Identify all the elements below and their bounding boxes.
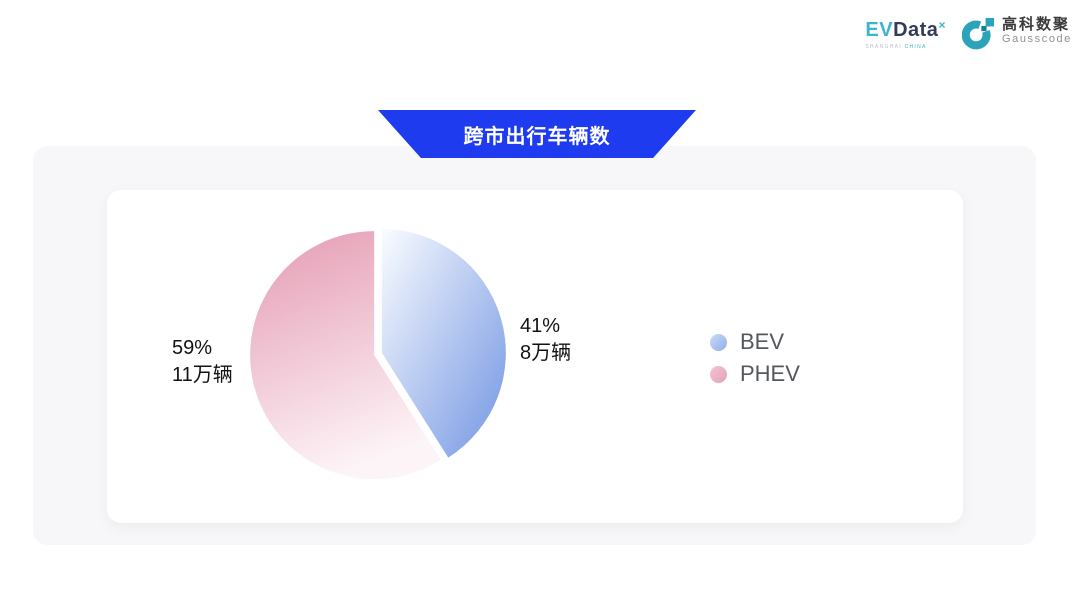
pie-slice-bev[interactable]	[381, 228, 506, 458]
legend-dot-phev-icon	[710, 365, 727, 383]
evdata-ev-text: EV	[865, 19, 894, 41]
evdata-wordmark: EVData×	[865, 18, 946, 42]
gausscode-cn-text: 高科数聚	[1001, 16, 1070, 33]
gausscode-en-text: Gausscode	[1001, 33, 1072, 45]
gausscode-logo: 高科数聚 Gausscode	[961, 16, 1072, 52]
pie-label-bev-percent: 41%	[520, 315, 561, 337]
pie-label-bev-value: 8万辆	[520, 342, 572, 364]
pie-label-phev-value: 11万辆	[172, 364, 233, 386]
pie-label-bev: 41% 8万辆	[520, 313, 571, 367]
evdata-subtext-shanghai: SHANGHAI	[865, 44, 902, 50]
evdata-x-icon: ×	[938, 18, 946, 32]
pie-slice-phev[interactable]	[250, 231, 441, 480]
evdata-subtext-china: CHINA	[904, 44, 927, 50]
pie-label-phev-percent: 59%	[172, 337, 213, 359]
chart-card	[107, 190, 963, 523]
pie-chart[interactable]	[246, 222, 510, 486]
evdata-data-text: Data	[893, 19, 939, 41]
evdata-subtext: SHANGHAI CHINA	[865, 44, 926, 50]
pie-label-phev: 59% 11万辆	[172, 335, 233, 389]
legend-label-phev: PHEV	[740, 361, 800, 386]
legend: BEV PHEV	[710, 330, 800, 386]
gausscode-text: 高科数聚 Gausscode	[1002, 16, 1072, 46]
legend-label-bev: BEV	[740, 329, 785, 354]
legend-dot-bev-icon	[710, 333, 727, 351]
legend-item-phev[interactable]: PHEV	[710, 362, 800, 386]
gausscode-mark-icon	[961, 17, 995, 50]
legend-item-bev[interactable]: BEV	[710, 330, 800, 354]
section-title-banner: 跨市出行车辆数	[378, 110, 696, 158]
section-title: 跨市出行车辆数	[463, 125, 611, 148]
evdata-logo: EVData× SHANGHAI CHINA	[865, 16, 946, 50]
header-logos: EVData× SHANGHAI CHINA 高科数聚 Gausscode	[865, 16, 1072, 52]
